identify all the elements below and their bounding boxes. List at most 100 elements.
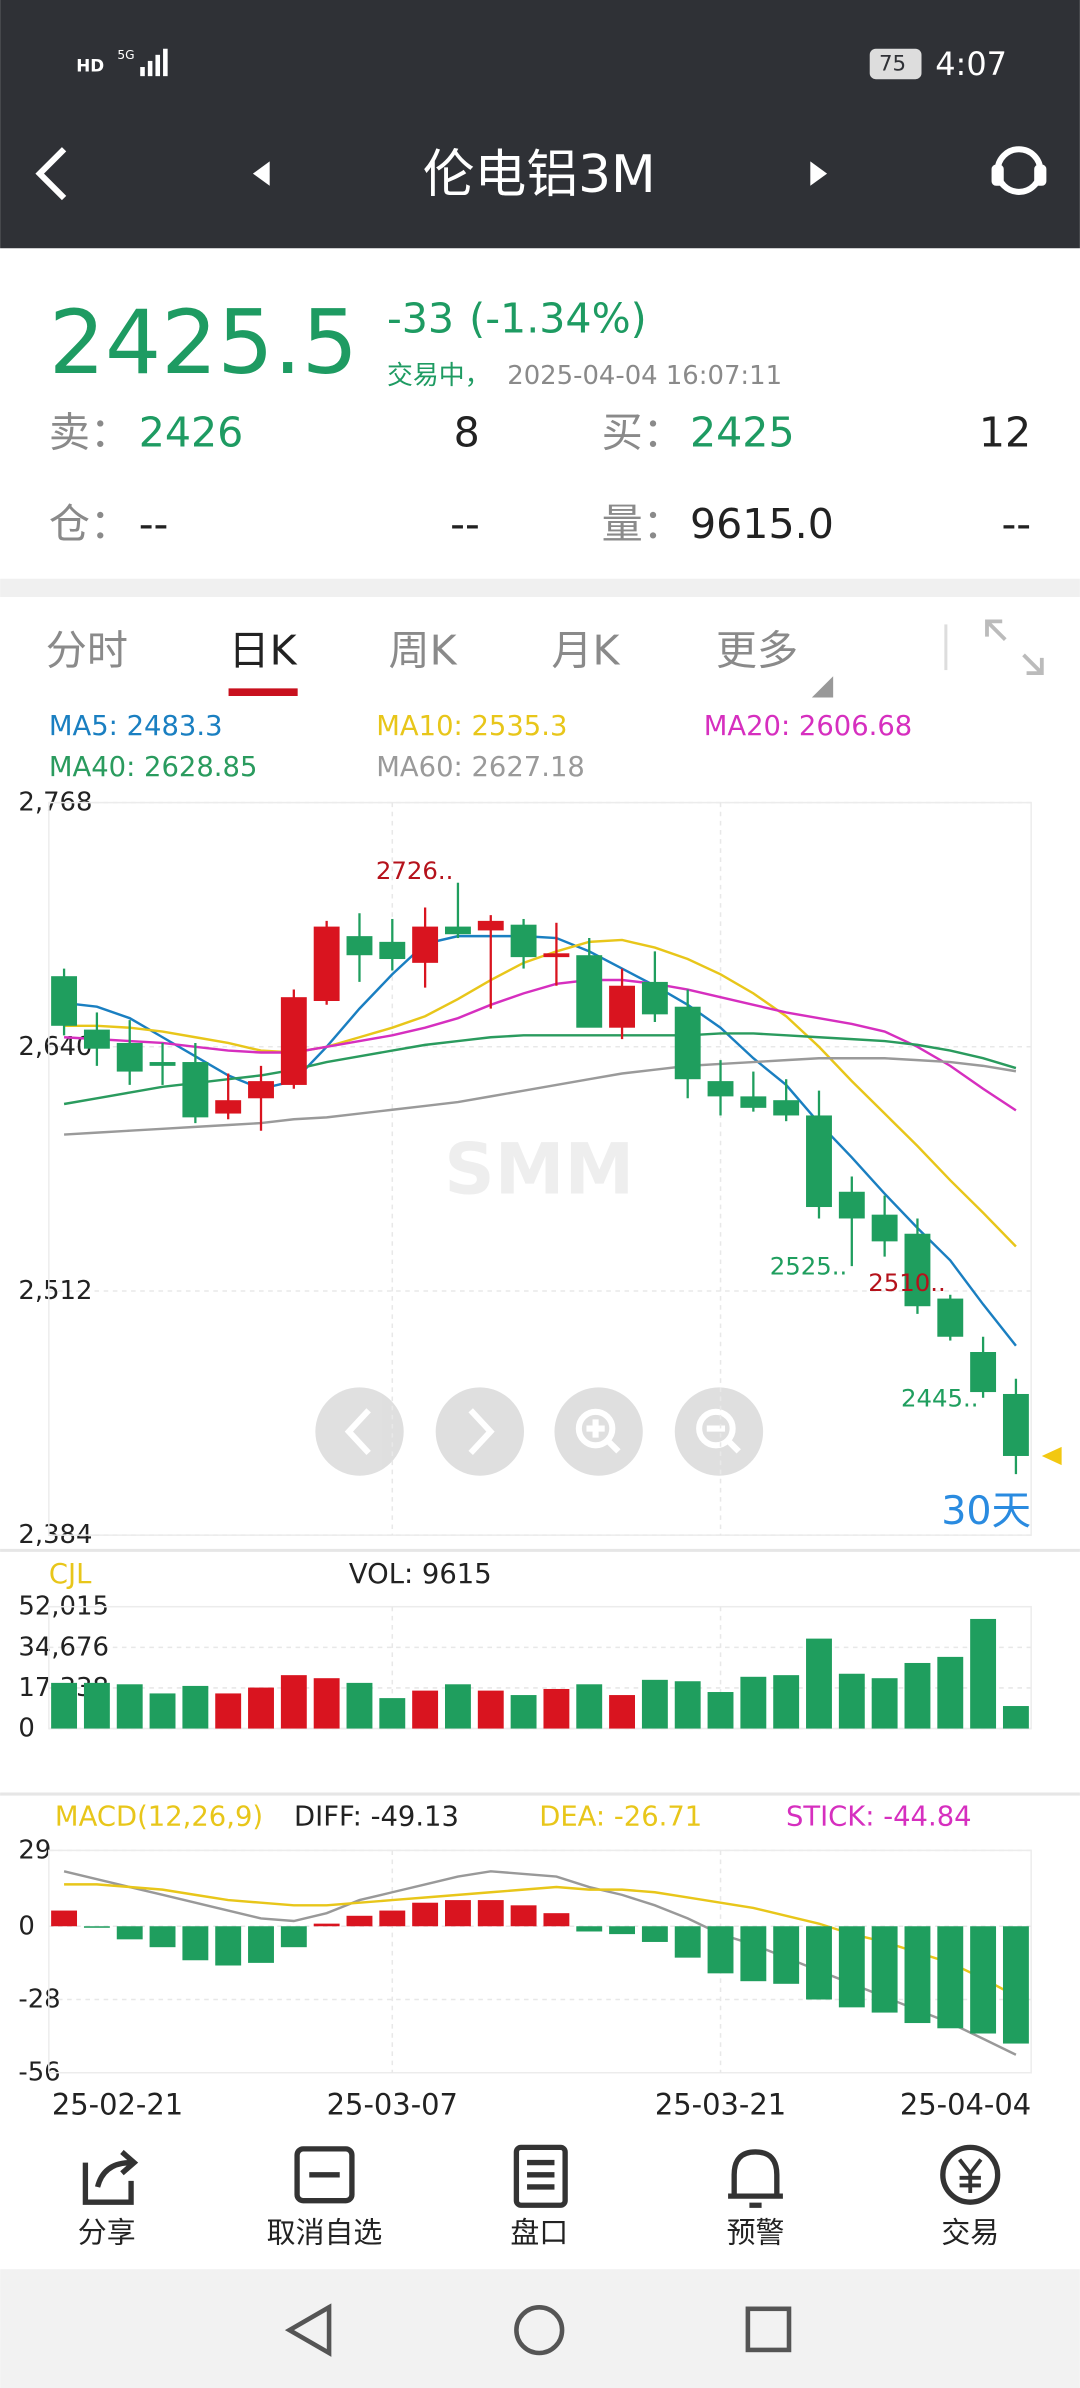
- candle-body: [215, 1100, 242, 1114]
- tab[interactable]: 周K: [388, 626, 457, 674]
- macd-bar: [740, 1926, 767, 1982]
- volume-bar: [543, 1688, 570, 1729]
- volume-bar: [937, 1656, 964, 1729]
- vol-label: 量：: [602, 500, 684, 548]
- clock: 4:07: [935, 45, 1007, 83]
- more-indicator: [811, 676, 834, 698]
- candle-body: [674, 1006, 701, 1080]
- prev-button[interactable]: [252, 161, 270, 186]
- annotation: 2726..: [376, 856, 453, 885]
- annotation: 2525..: [770, 1252, 847, 1281]
- candle-body: [51, 976, 78, 1026]
- toolbar-label[interactable]: 交易: [941, 2216, 999, 2250]
- alert-icon[interactable]: [728, 2149, 783, 2208]
- separator: [0, 578, 1080, 597]
- macd-bar: [280, 1926, 307, 1948]
- next-button[interactable]: [810, 161, 828, 186]
- candle-body: [806, 1115, 832, 1208]
- x-tick-label: 25-04-04: [900, 2088, 1031, 2122]
- nav-back[interactable]: [284, 2303, 332, 2357]
- back-button[interactable]: [35, 147, 67, 201]
- candle-body: [1002, 1393, 1029, 1456]
- y-tick-label: 34,676: [18, 1632, 109, 1662]
- candle-body: [937, 1298, 964, 1337]
- last-price-marker: [1041, 1446, 1062, 1466]
- volume-bar: [149, 1693, 176, 1729]
- legend-entry: DIFF: -49.13: [294, 1801, 459, 1832]
- candle-body: [576, 955, 603, 1028]
- candle-body: [609, 985, 636, 1028]
- volume-bar: [838, 1673, 865, 1729]
- buy-qty: 12: [979, 409, 1031, 457]
- macd-bar: [543, 1913, 570, 1927]
- watermark: SMM: [444, 1129, 634, 1211]
- annotation: 2445..: [901, 1383, 978, 1412]
- toolbar-label[interactable]: 取消自选: [267, 2216, 383, 2250]
- nav-recent[interactable]: [745, 2306, 792, 2353]
- candle-body: [707, 1081, 734, 1097]
- toolbar-label[interactable]: 盘口: [510, 2216, 568, 2250]
- candle-body: [641, 981, 668, 1015]
- volume-bar: [806, 1638, 832, 1729]
- control-icons: [344, 1408, 741, 1455]
- legend-entry: STICK: -44.84: [786, 1801, 972, 1832]
- price-change: -33: [387, 294, 454, 342]
- toolbar-label[interactable]: 分享: [78, 2216, 136, 2250]
- buy-price: 2425: [690, 409, 795, 457]
- macd-bar: [444, 1900, 471, 1927]
- macd-bar: [346, 1915, 373, 1927]
- page-title: 伦电铝3M: [423, 145, 656, 205]
- toolbar-label[interactable]: 预警: [727, 2216, 785, 2250]
- tab[interactable]: 日K: [229, 626, 298, 674]
- legend-entry: MA20: 2606.68: [704, 711, 913, 742]
- candle-body: [444, 926, 471, 935]
- tab[interactable]: 分时: [46, 626, 128, 674]
- volume-bar: [1002, 1706, 1029, 1729]
- buy-label: 买：: [602, 409, 684, 457]
- volume-bar: [740, 1676, 767, 1729]
- volume-bar: [576, 1684, 603, 1729]
- support-button[interactable]: [991, 146, 1047, 195]
- ma-line: [64, 978, 1017, 1112]
- share-icon[interactable]: [82, 2162, 134, 2205]
- nav-home[interactable]: [514, 2304, 565, 2356]
- candle-body: [116, 1042, 143, 1072]
- candle-body: [346, 936, 373, 956]
- macd-bar: [477, 1900, 504, 1927]
- annotation: 2510..: [868, 1268, 945, 1297]
- macd-bar: [806, 1926, 832, 2000]
- candle-body: [510, 924, 537, 958]
- fullscreen-button[interactable]: [985, 619, 1044, 676]
- orderbook-icon[interactable]: [513, 2144, 568, 2208]
- candle-body: [280, 997, 307, 1085]
- tab[interactable]: 月K: [551, 626, 620, 674]
- active-tab-underline: [228, 688, 298, 696]
- x-tick-label: 25-03-21: [655, 2088, 786, 2122]
- unfollow-icon[interactable]: [294, 2146, 355, 2204]
- scroll-left[interactable]: [315, 1387, 404, 1476]
- candle-body: [477, 920, 504, 931]
- macd-bar: [838, 1926, 865, 2008]
- last-price: 2425.5: [49, 291, 358, 394]
- scroll-right[interactable]: [435, 1387, 525, 1476]
- macd-bar: [412, 1902, 439, 1927]
- volume-bar: [970, 1618, 997, 1729]
- vol-value: 9615.0: [690, 500, 834, 548]
- trade-icon[interactable]: [940, 2144, 1001, 2205]
- battery-level: 75: [879, 51, 906, 76]
- macd-bar: [379, 1910, 406, 1927]
- chart-title: CJL: [49, 1559, 92, 1590]
- macd-bar: [182, 1926, 209, 1961]
- signal: [140, 48, 168, 77]
- volume-bar: [215, 1693, 242, 1729]
- macd-bar: [674, 1926, 701, 1958]
- macd-bar: [510, 1905, 537, 1927]
- hd-icon: HD: [76, 55, 104, 75]
- nav-bar: [0, 2269, 1080, 2388]
- chart-subtitle: VOL: 9615: [349, 1559, 492, 1590]
- candle-body: [412, 926, 439, 963]
- macd-bar: [149, 1926, 176, 1948]
- tab[interactable]: 更多: [716, 626, 798, 674]
- legend-entry: DEA: -26.71: [539, 1801, 702, 1832]
